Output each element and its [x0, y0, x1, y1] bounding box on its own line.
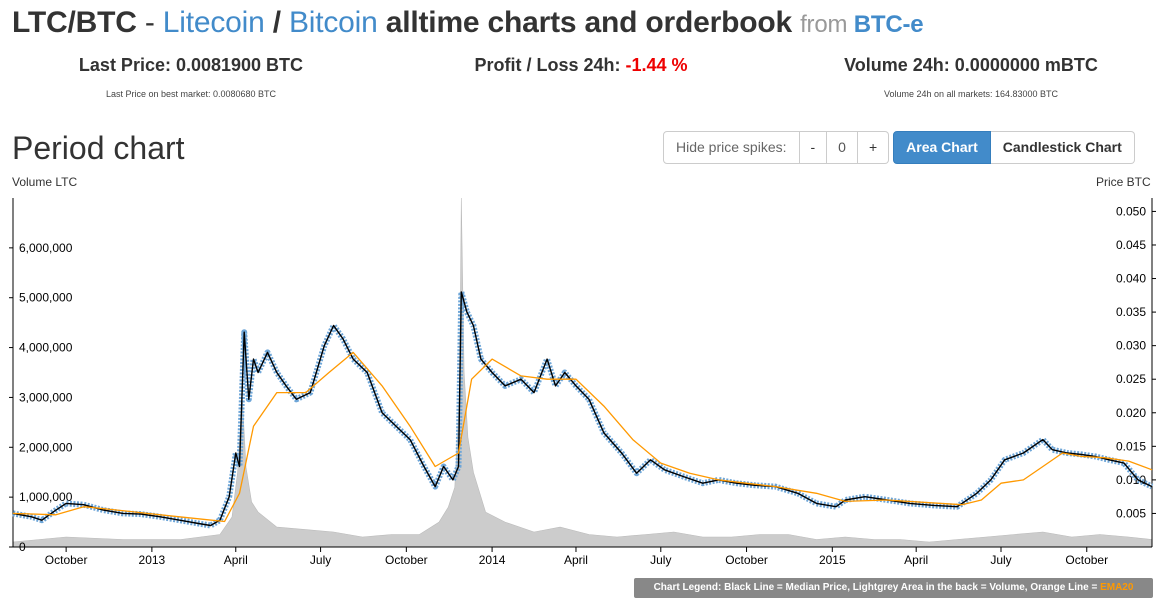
volume-tick-label: 4,000,000 — [19, 341, 73, 355]
volume-tick-label: 5,000,000 — [19, 291, 73, 305]
price-tick-label: 0.005 — [1116, 506, 1146, 520]
x-tick-label: July — [990, 553, 1011, 567]
x-tick-label: 2013 — [139, 553, 166, 567]
volume-24h-label: Volume 24h: — [844, 55, 955, 75]
title-from: from — [800, 11, 854, 38]
pair-symbol: LTC/BTC — [12, 6, 137, 39]
page-title: LTC/BTC - Litecoin / Bitcoin alltime cha… — [12, 6, 924, 40]
x-tick-label: April — [904, 553, 928, 567]
base-currency-link[interactable]: Litecoin — [162, 6, 265, 39]
profit-loss-stat: Profit / Loss 24h: -1.44 % — [466, 55, 696, 76]
price-tick-label: 0.025 — [1116, 372, 1146, 386]
median-price-line — [12, 291, 1153, 527]
chart-toolbar: Hide price spikes: - 0 + Area Chart Cand… — [663, 131, 1135, 164]
spikes-value: 0 — [827, 131, 858, 164]
candlestick-chart-button[interactable]: Candlestick Chart — [990, 131, 1135, 164]
area-chart-button[interactable]: Area Chart — [893, 131, 991, 164]
volume-tick-label: 1,000,000 — [19, 490, 73, 504]
title-rest: alltime charts and orderbook — [377, 6, 801, 39]
last-price-value: 0.0081900 BTC — [175, 55, 304, 75]
volume-24h-stat: Volume 24h: 0.0000000 mBTC Volume 24h on… — [836, 55, 1106, 99]
price-tick-label: 0.040 — [1116, 272, 1146, 286]
legend-ema: EMA20 — [1100, 582, 1134, 593]
price-tick-label: 0.050 — [1116, 204, 1146, 218]
x-tick-label: 2014 — [479, 553, 506, 567]
volume-tick-label: 2,000,000 — [19, 440, 73, 454]
price-tick-label: 0.045 — [1116, 238, 1146, 252]
x-tick-label: July — [310, 553, 331, 567]
volume-area — [12, 197, 1153, 548]
spikes-minus-button[interactable]: - — [799, 131, 828, 164]
exchange-link[interactable]: BTC-e — [853, 11, 924, 38]
x-tick-label: October — [385, 553, 428, 567]
price-band — [12, 289, 1154, 529]
title-dash: - — [136, 6, 163, 39]
ema20-line — [12, 351, 1153, 523]
profit-loss-label: Profit / Loss 24h: — [474, 55, 626, 75]
last-price-best: Last Price on best market: 0.0080680 BTC — [105, 89, 277, 99]
x-tick-label: July — [650, 553, 671, 567]
quote-currency-link[interactable]: Bitcoin — [288, 6, 378, 39]
spikes-plus-button[interactable]: + — [857, 131, 890, 164]
x-tick-label: October — [45, 553, 88, 567]
x-tick-label: October — [1065, 553, 1108, 567]
period-chart[interactable]: 0 1,000,000 2,000,000 3,000,000 4,000,000 5,0… — [0, 188, 1165, 573]
profit-loss-value: -1.44 % — [625, 55, 688, 75]
hide-spikes-label: Hide price spikes: — [663, 131, 800, 164]
last-price-stat: Last Price: 0.0081900 BTC Last Price on … — [76, 55, 306, 99]
volume-24h-value: 0.0000000 mBTC — [954, 55, 1098, 75]
x-tick-label: April — [224, 553, 248, 567]
volume-tick-label: 3,000,000 — [19, 390, 73, 404]
x-tick-label: April — [564, 553, 588, 567]
left-axis-title: Volume LTC — [12, 175, 78, 189]
chart-legend: Chart Legend: Black Line = Median Price,… — [634, 578, 1153, 598]
title-slash: / — [264, 6, 289, 39]
price-tick-label: 0.030 — [1116, 339, 1146, 353]
period-chart-title: Period chart — [12, 130, 185, 166]
volume-all-markets: Volume 24h on all markets: 164.83000 BTC — [883, 89, 1059, 99]
x-tick-label: 2015 — [819, 553, 846, 567]
legend-text: Chart Legend: Black Line = Median Price,… — [653, 582, 1101, 593]
volume-tick-label: 0 — [19, 540, 26, 554]
last-price-label: Last Price: — [78, 55, 176, 75]
price-tick-label: 0.015 — [1116, 439, 1146, 453]
x-tick-label: October — [725, 553, 768, 567]
right-axis-title: Price BTC — [1096, 175, 1151, 189]
price-tick-label: 0.035 — [1116, 305, 1146, 319]
price-tick-label: 0.020 — [1116, 406, 1146, 420]
volume-tick-label: 6,000,000 — [19, 241, 73, 255]
